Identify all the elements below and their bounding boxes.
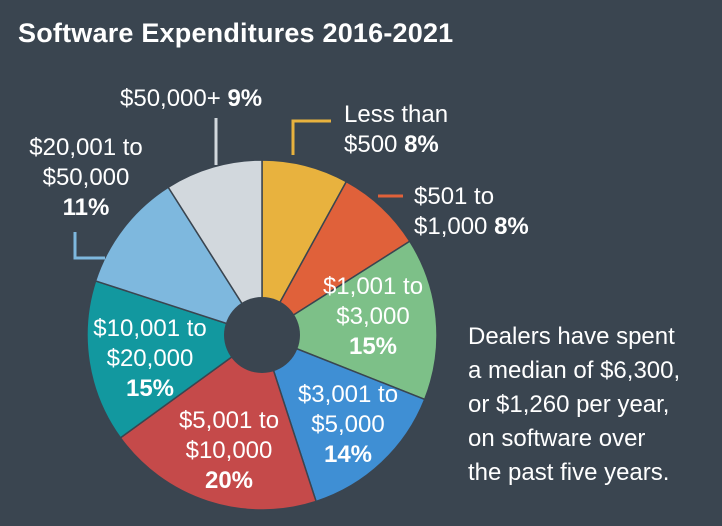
slice-category: $10,000 — [185, 437, 273, 464]
slice-label: $50,000+ 9% — [120, 84, 262, 114]
slice-category: $1,000 — [414, 213, 488, 240]
slice-label: $10,001 to $20,000 15% — [50, 314, 250, 404]
slice-label: $5,001 to $10,000 20% — [129, 406, 329, 496]
pie-slice — [94, 186, 264, 337]
slice-label: $20,001 to $50,000 11% — [0, 133, 186, 223]
slice-category: $20,001 to — [29, 134, 143, 161]
pie-slice — [260, 240, 438, 401]
slice-category: Less than — [344, 101, 449, 128]
slice-category: $50,000 — [42, 164, 130, 191]
leader-line — [73, 232, 105, 260]
slice-value: 8% — [494, 213, 529, 240]
chart-title: Software Expenditures 2016-2021 — [18, 18, 454, 48]
slice-label: $3,001 to $5,000 14% — [248, 380, 448, 470]
slice-category: $3,000 — [336, 303, 410, 330]
slice-category: $50,000+ — [120, 85, 221, 112]
pie-slice — [167, 159, 263, 338]
slice-category: $500 — [344, 131, 398, 158]
pie-slice — [86, 279, 264, 439]
slice-category: $501 to — [414, 183, 495, 210]
donut-hole — [224, 297, 300, 373]
median-note: Dealers have spent a median of $6,300, o… — [468, 323, 681, 486]
slice-category: $5,000 — [311, 411, 385, 438]
leader-line — [291, 119, 331, 155]
slice-value: 14% — [323, 441, 373, 468]
slice-category: $1,001 to — [322, 273, 424, 300]
slice-category: $3,001 to — [297, 381, 399, 408]
slice-value: 8% — [404, 131, 439, 158]
slice-value: 15% — [125, 375, 175, 402]
slice-value: 11% — [62, 194, 110, 221]
slice-category: $5,001 to — [178, 407, 280, 434]
slice-label: $501 to $1,000 8% — [414, 182, 529, 242]
slice-value: 9% — [227, 85, 263, 112]
slice-label: $1,001 to $3,000 15% — [273, 272, 473, 362]
slice-value: 15% — [348, 333, 398, 360]
slice-category: $20,000 — [106, 345, 194, 372]
pie-slice — [119, 333, 318, 511]
slice-label: Less than $500 8% — [344, 100, 448, 160]
slice-category: $10,001 to — [93, 315, 207, 342]
slice-value: 20% — [204, 467, 254, 494]
